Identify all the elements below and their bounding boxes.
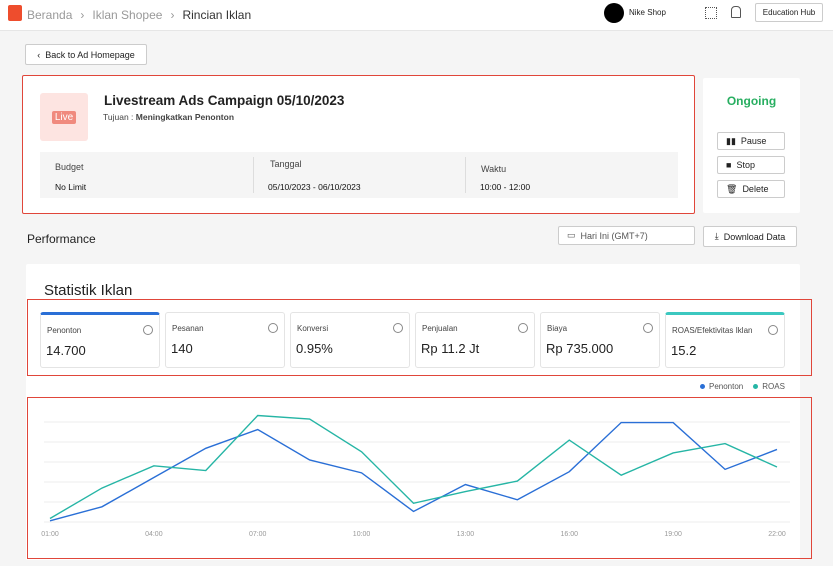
- stats-title: Statistik Iklan: [44, 282, 133, 299]
- crumb: Rincian Iklan: [182, 8, 252, 22]
- legend-label: ROAS: [762, 382, 785, 391]
- line-series: [49, 421, 778, 522]
- x-tick-label: 04:00: [145, 531, 163, 538]
- pause-button[interactable]: ▮▮ Pause: [717, 132, 785, 150]
- metric-label: Penonton: [47, 326, 82, 335]
- status: Ongoing: [726, 94, 777, 108]
- metric-value: 15.2: [671, 343, 697, 358]
- field-label: Budget: [55, 162, 84, 172]
- legend-label: Penonton: [709, 382, 744, 391]
- metric-label: Konversi: [297, 324, 329, 333]
- action-label: Delete: [742, 184, 769, 194]
- metric-card[interactable]: Penjualan Rp 11.2 Jt: [415, 312, 535, 368]
- field-value: 10:00 - 12:00: [480, 182, 531, 192]
- metrics-highlight: [27, 299, 812, 376]
- top-bar: [0, 0, 833, 31]
- campaign-title: Livestream Ads Campaign 05/10/2023: [104, 93, 345, 108]
- help-icon: [143, 325, 153, 335]
- goal-label: Tujuan :: [103, 112, 134, 122]
- help-icon: [268, 323, 278, 333]
- breadcrumbs: Beranda › Iklan Shopee › Rincian Iklan: [27, 8, 252, 22]
- x-tick-label: 16:00: [561, 531, 579, 538]
- campaign-goal: Tujuan : Meningkatkan Penonton: [103, 112, 234, 122]
- metric-card[interactable]: ROAS/Efektivitas Iklan 15.2: [665, 312, 785, 368]
- help-icon: [768, 325, 778, 335]
- legend-item: Penonton: [700, 382, 743, 391]
- legend-item: ROAS: [753, 382, 785, 391]
- legend-dot: [753, 384, 759, 389]
- metric-value: 14.700: [46, 343, 86, 358]
- help-icon: [643, 323, 653, 333]
- metric-card[interactable]: Konversi 0.95%: [290, 312, 410, 368]
- metric-label: ROAS/Efektivitas Iklan: [672, 326, 753, 335]
- x-tick-label: 01:00: [41, 531, 59, 538]
- chart-highlight: [27, 397, 812, 559]
- x-tick-label: 13:00: [457, 531, 475, 538]
- delete-button[interactable]: 🗑 Delete: [717, 180, 785, 198]
- campaign-icon: Live: [40, 93, 88, 141]
- shop-avatar: [604, 3, 624, 23]
- download-label: Download Data: [723, 231, 786, 242]
- metric-card[interactable]: Pesanan 140: [165, 312, 285, 368]
- help-icon: [393, 323, 403, 333]
- stop-button[interactable]: ■ Stop: [717, 156, 785, 174]
- back-button[interactable]: ‹ Back to Ad Homepage: [25, 44, 147, 65]
- filter-label: Hari Ini (GMT+7): [580, 230, 648, 241]
- line-series: [49, 414, 778, 520]
- metric-value: 140: [171, 341, 193, 356]
- bell-icon[interactable]: [731, 6, 741, 18]
- crumb[interactable]: Beranda: [27, 8, 73, 22]
- apps-icon[interactable]: [705, 7, 717, 19]
- metric-card[interactable]: Penonton 14.700: [40, 312, 160, 368]
- action-label: Stop: [736, 160, 755, 170]
- metric-label: Penjualan: [422, 324, 458, 333]
- field-label: Waktu: [481, 164, 507, 174]
- x-tick-label: 19:00: [664, 531, 682, 538]
- x-tick-label: 07:00: [249, 531, 267, 538]
- field-label: Tanggal: [270, 159, 302, 169]
- legend-dot: [700, 384, 705, 389]
- action-label: Pause: [740, 136, 767, 146]
- field-value: No Limit: [55, 182, 87, 192]
- metric-value: 0.95%: [296, 341, 333, 356]
- x-tick-label: 10:00: [353, 531, 371, 538]
- info-row: [40, 152, 678, 198]
- back-label: Back to Ad Homepage: [45, 49, 135, 60]
- metric-value: Rp 735.000: [546, 341, 614, 356]
- metric-value: Rp 11.2 Jt: [421, 341, 480, 356]
- metric-label: Biaya: [547, 324, 568, 333]
- crumb[interactable]: Iklan Shopee: [92, 8, 163, 22]
- field-value: 05/10/2023 - 06/10/2023: [268, 182, 361, 192]
- performance-title: Performance: [27, 232, 96, 246]
- education-hub[interactable]: Education Hub: [755, 3, 823, 22]
- help-icon: [518, 323, 528, 333]
- download-button[interactable]: ⤓ Download Data: [703, 226, 797, 247]
- legend: Penonton ROAS: [700, 382, 785, 391]
- icon-text: Live: [51, 110, 77, 124]
- metric-label: Pesanan: [172, 324, 204, 333]
- shop-name[interactable]: Nike Shop: [629, 8, 666, 17]
- x-tick-label: 22:00: [768, 531, 786, 538]
- goal: Meningkatkan Penonton: [135, 112, 235, 122]
- shopee-logo: [8, 5, 22, 21]
- metric-card[interactable]: Biaya Rp 735.000: [540, 312, 660, 368]
- date-filter[interactable]: ▭ Hari Ini (GMT+7): [558, 226, 695, 245]
